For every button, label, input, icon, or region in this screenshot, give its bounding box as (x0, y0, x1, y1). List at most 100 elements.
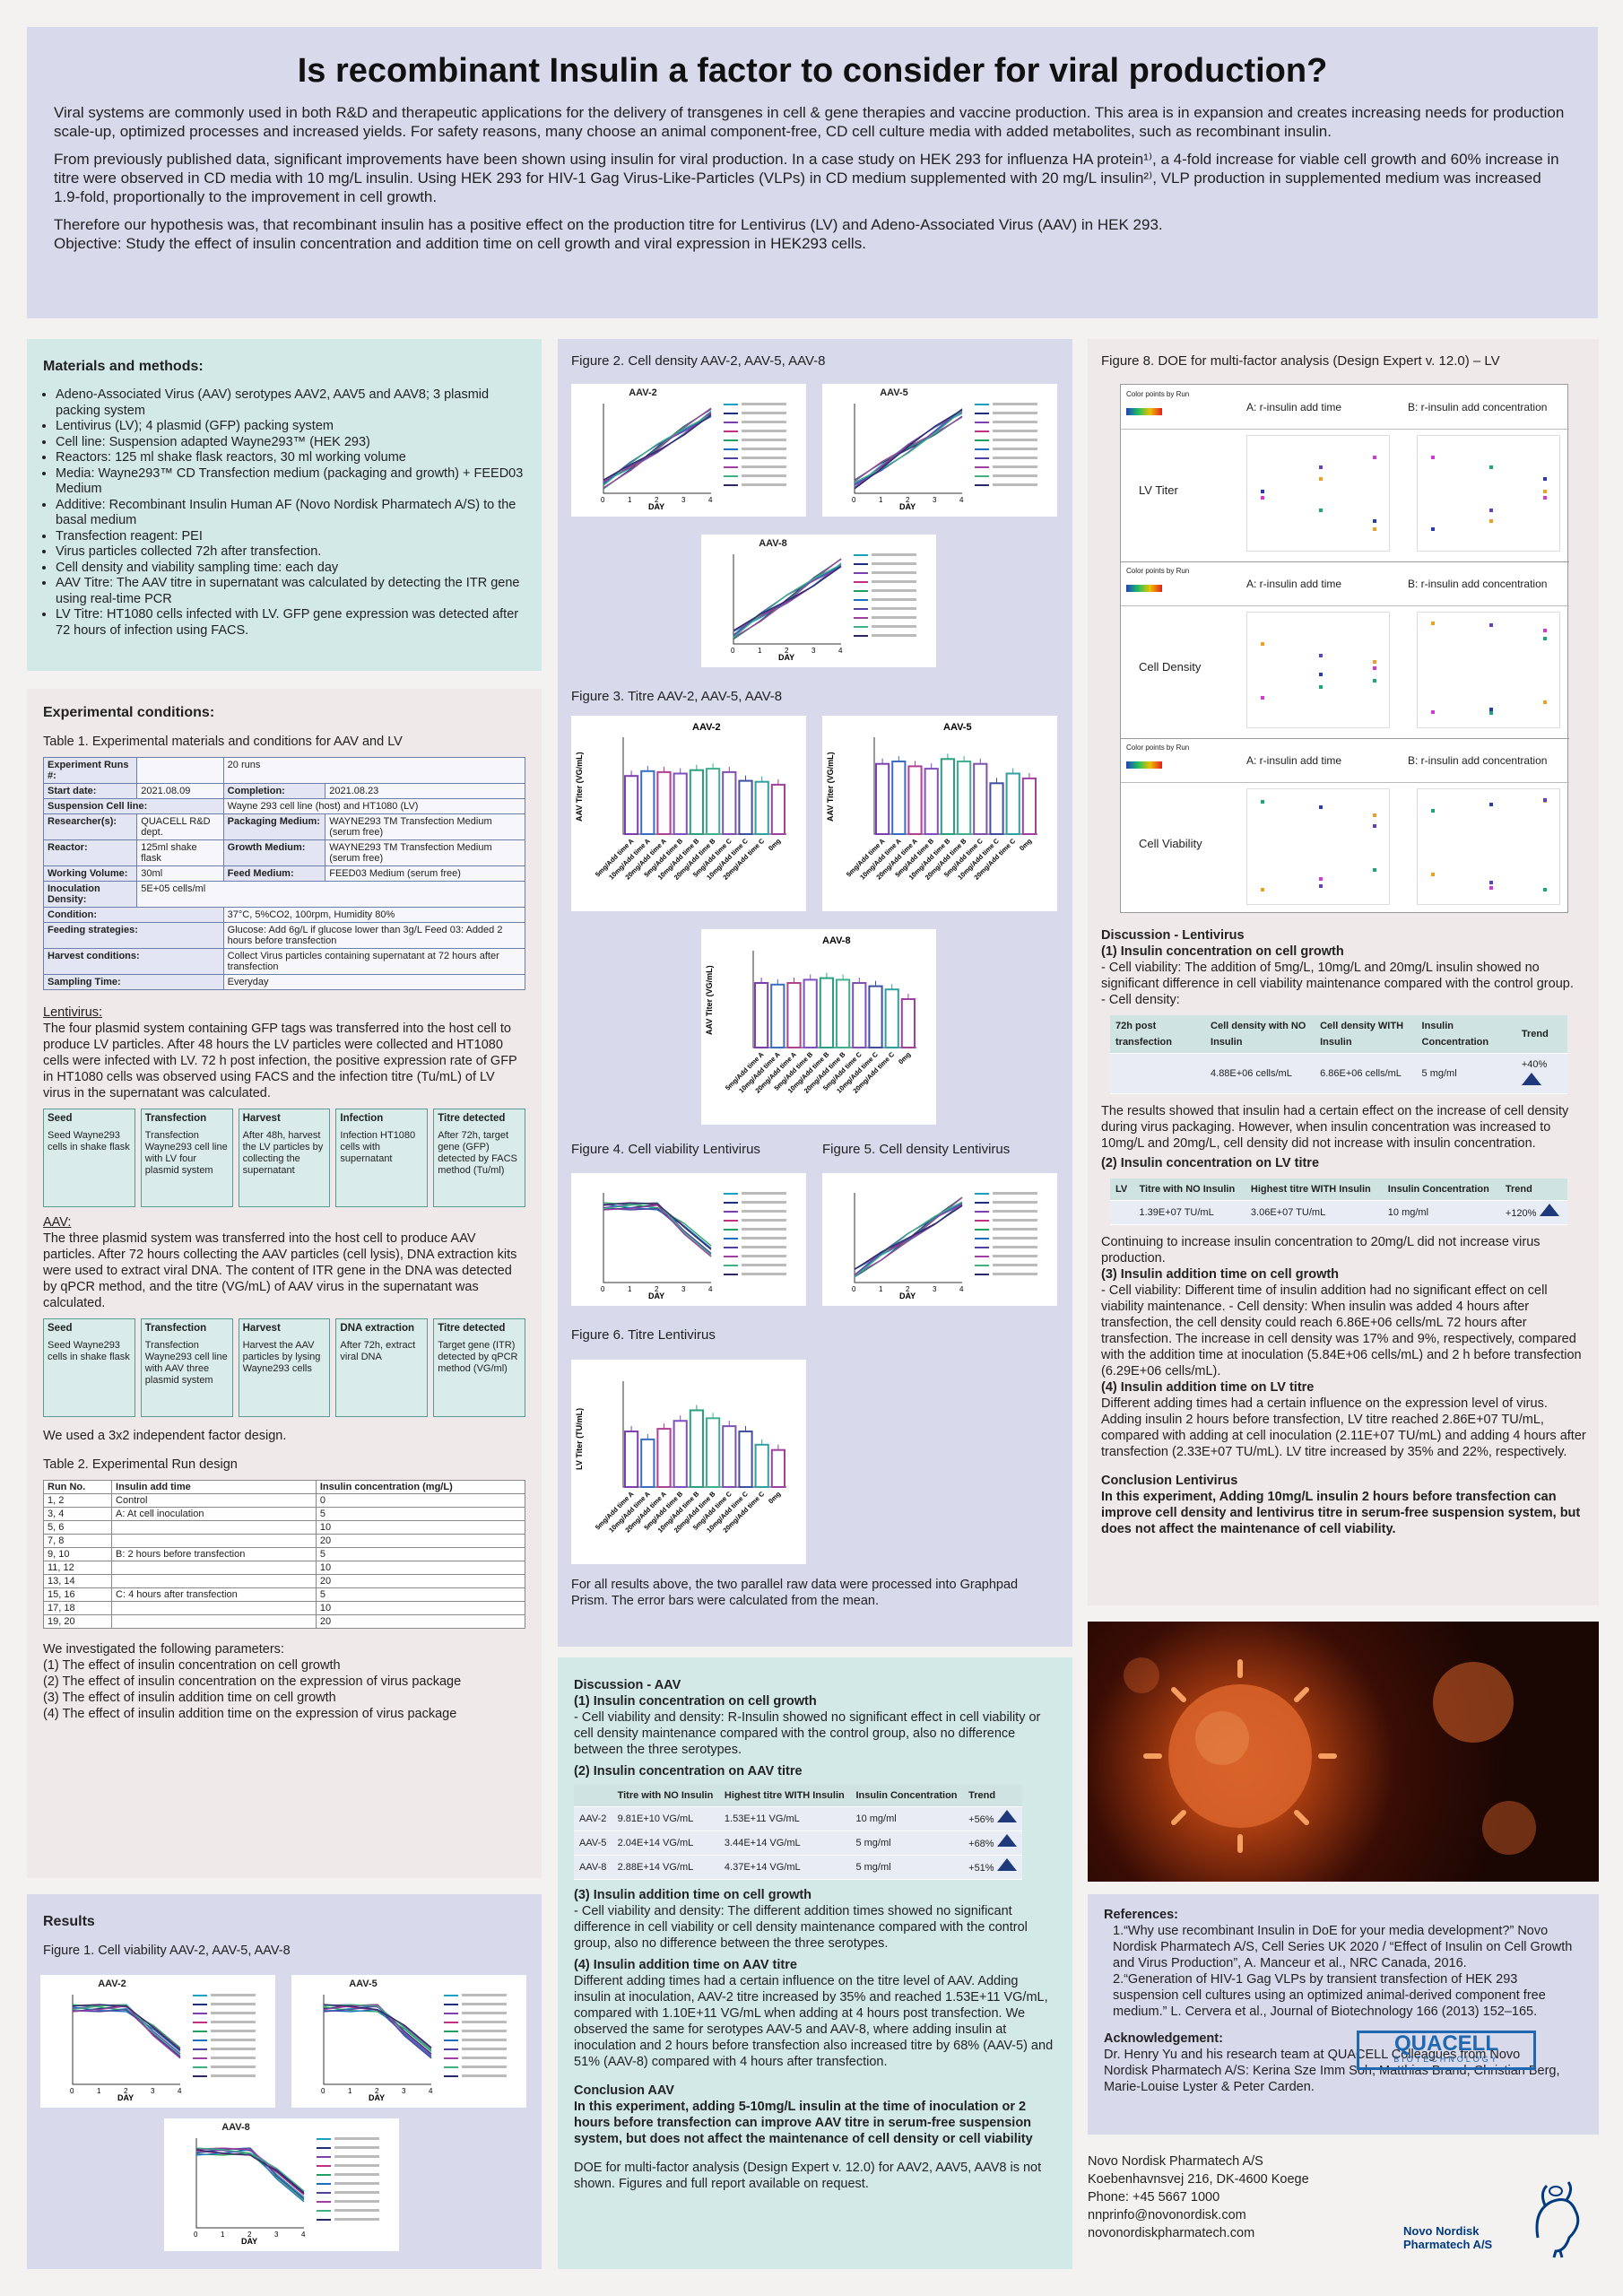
x-tick-label: 2 (785, 647, 789, 655)
flow-step-title: Harvest (242, 1113, 281, 1124)
bar (924, 768, 939, 835)
disc-head-cell: Titre with NO Insulin (1133, 1178, 1245, 1201)
arrow-up-icon (996, 1810, 1017, 1822)
x-tick-label: 3 (933, 496, 937, 504)
legend-label (462, 2057, 507, 2059)
legend-label (334, 2155, 379, 2158)
legend-swatch (317, 2183, 331, 2185)
legend-label (993, 1237, 1037, 1239)
legend-label (742, 448, 786, 450)
disc-table-header: 72h post transfection Cell density with N… (1110, 1015, 1567, 1054)
legend-swatch (854, 563, 868, 565)
table2-cell: 5 (315, 1587, 526, 1602)
bar (907, 765, 923, 835)
exp-heading: Experimental conditions: (43, 705, 215, 720)
disc-cell: 3.06E+07 TU/mL (1245, 1200, 1383, 1225)
flow-step-desc: After 72h, extract viral DNA (340, 1340, 416, 1362)
flow-step: Harvest After 48h, harvest the LV particl… (238, 1109, 331, 1207)
series-line (323, 2008, 432, 2057)
legend-swatch (193, 2075, 207, 2077)
series-line (72, 2008, 181, 2057)
legend-swatch (854, 608, 868, 610)
legend-swatch (444, 2057, 458, 2059)
flow-step: Titre detected After 72h, target gene (GF… (433, 1109, 525, 1207)
table2-cell (111, 1534, 317, 1548)
disc-cell: +51% (963, 1855, 1022, 1880)
table1-caption: Table 1. Experimental materials and cond… (43, 735, 403, 749)
table2-cell: 20 (315, 1574, 526, 1588)
fig1-aav2-chart: DAY 0 1 2 3 4 AAV-2 (40, 1975, 275, 2108)
legend-label (742, 465, 786, 468)
legend-label (462, 2066, 507, 2068)
bar (706, 1417, 721, 1488)
series-line (603, 412, 712, 482)
x-tick-label: 4 (838, 647, 843, 655)
x-tick-label: 3 (151, 2087, 155, 2095)
methods-panel: Materials and methods: Adeno-Associated … (27, 339, 542, 671)
table-row: 4.88E+06 cells/mL 6.86E+06 cells/mL 5 mg/m… (1110, 1053, 1567, 1094)
table-row: AAV-8 2.88E+14 VG/mL 4.37E+14 VG/mL 5 mg/ml… (574, 1855, 1022, 1880)
legend-label (462, 2039, 507, 2041)
legend-label (993, 1219, 1037, 1222)
doe-point (1373, 660, 1376, 665)
fig8-caption: Figure 8. DOE for multi-factor analysis … (1101, 353, 1500, 369)
legend-swatch (317, 2210, 331, 2212)
bar (738, 1431, 753, 1489)
series-line (603, 1204, 712, 1257)
lv-disc-s4-text: Different adding times had a certain inf… (1101, 1396, 1586, 1459)
design-text: We used a 3x2 independent factor design. (43, 1429, 287, 1443)
series-line (603, 1206, 712, 1256)
quacell-logo: QUACELL BIOTECHNOLOGY (1357, 2031, 1536, 2070)
legend-label (742, 1192, 786, 1195)
legend-label (872, 607, 916, 610)
contact-line: Novo Nordisk Pharmatech A/S (1088, 2154, 1263, 2169)
lv-disc-s2: (2) Insulin concentration on LV titre (1101, 1156, 1320, 1170)
trend-value: +51% (968, 1863, 994, 1874)
legend-label (742, 474, 786, 477)
virus-illustration (1124, 1657, 1536, 1855)
fig2-caption: Figure 2. Cell density AAV-2, AAV-5, AAV… (571, 353, 826, 369)
table2-header: Run No. Insulin add time Insulin concentra… (42, 1480, 526, 1494)
table2-cell: 5, 6 (42, 1520, 113, 1535)
legend-swatch (317, 2219, 331, 2221)
series-line (72, 2006, 181, 2052)
series-line (603, 414, 712, 481)
doe-point (1373, 678, 1376, 683)
table2-cell: 19, 20 (42, 1614, 113, 1629)
fig3-aav2-chart: AAV-2 AAV Titer (VG/mL) 5mg/Add time A 10mg… (571, 716, 806, 911)
table2-cell: 5 (315, 1507, 526, 1521)
legend-swatch (317, 2138, 331, 2140)
doe-plot (1246, 612, 1390, 728)
chart-title: AAV-5 (880, 387, 908, 398)
table-row: 11, 12 10 (42, 1561, 526, 1575)
x-tick-label: 0 (601, 1285, 605, 1293)
x-tick-label: 4 (301, 2231, 306, 2239)
bar (891, 761, 907, 835)
x-tick-label: 3 (681, 1285, 686, 1293)
logo-text: QUACELL (1394, 2031, 1498, 2056)
flow-step-desc: Harvest the AAV particles by lysing Wayn… (242, 1340, 321, 1374)
legend-label (872, 634, 916, 637)
doe-point (1489, 710, 1493, 715)
series-line (72, 2005, 181, 2058)
legend-swatch (724, 430, 738, 432)
bar (940, 758, 956, 835)
lv-disc-p2: Continuing to increase insulin concentra… (1101, 1235, 1541, 1265)
legend-label (742, 439, 786, 441)
series-line (323, 2006, 432, 2052)
disc-cell: AAV-8 (574, 1855, 612, 1880)
legend-label (742, 421, 786, 423)
method-item: LV Titre: HT1080 cells infected with LV.… (56, 607, 525, 639)
legend-swatch (193, 2013, 207, 2014)
x-tick-label: 0 (194, 2231, 198, 2239)
x-axis-label: DAY (648, 502, 664, 511)
x-tick-label: 3 (681, 496, 686, 504)
results-heading: Results (43, 1914, 95, 1929)
bar (786, 982, 802, 1048)
doe-color-scale (1126, 408, 1162, 415)
flow-step-title: DNA extraction (340, 1323, 415, 1334)
table-row: AAV-2 9.81E+10 VG/mL 1.53E+11 VG/mL 10 mg/m… (574, 1806, 1022, 1831)
legend-swatch (193, 2057, 207, 2059)
doe-row-label: Cell Viability (1139, 837, 1202, 850)
legend-label (742, 483, 786, 486)
